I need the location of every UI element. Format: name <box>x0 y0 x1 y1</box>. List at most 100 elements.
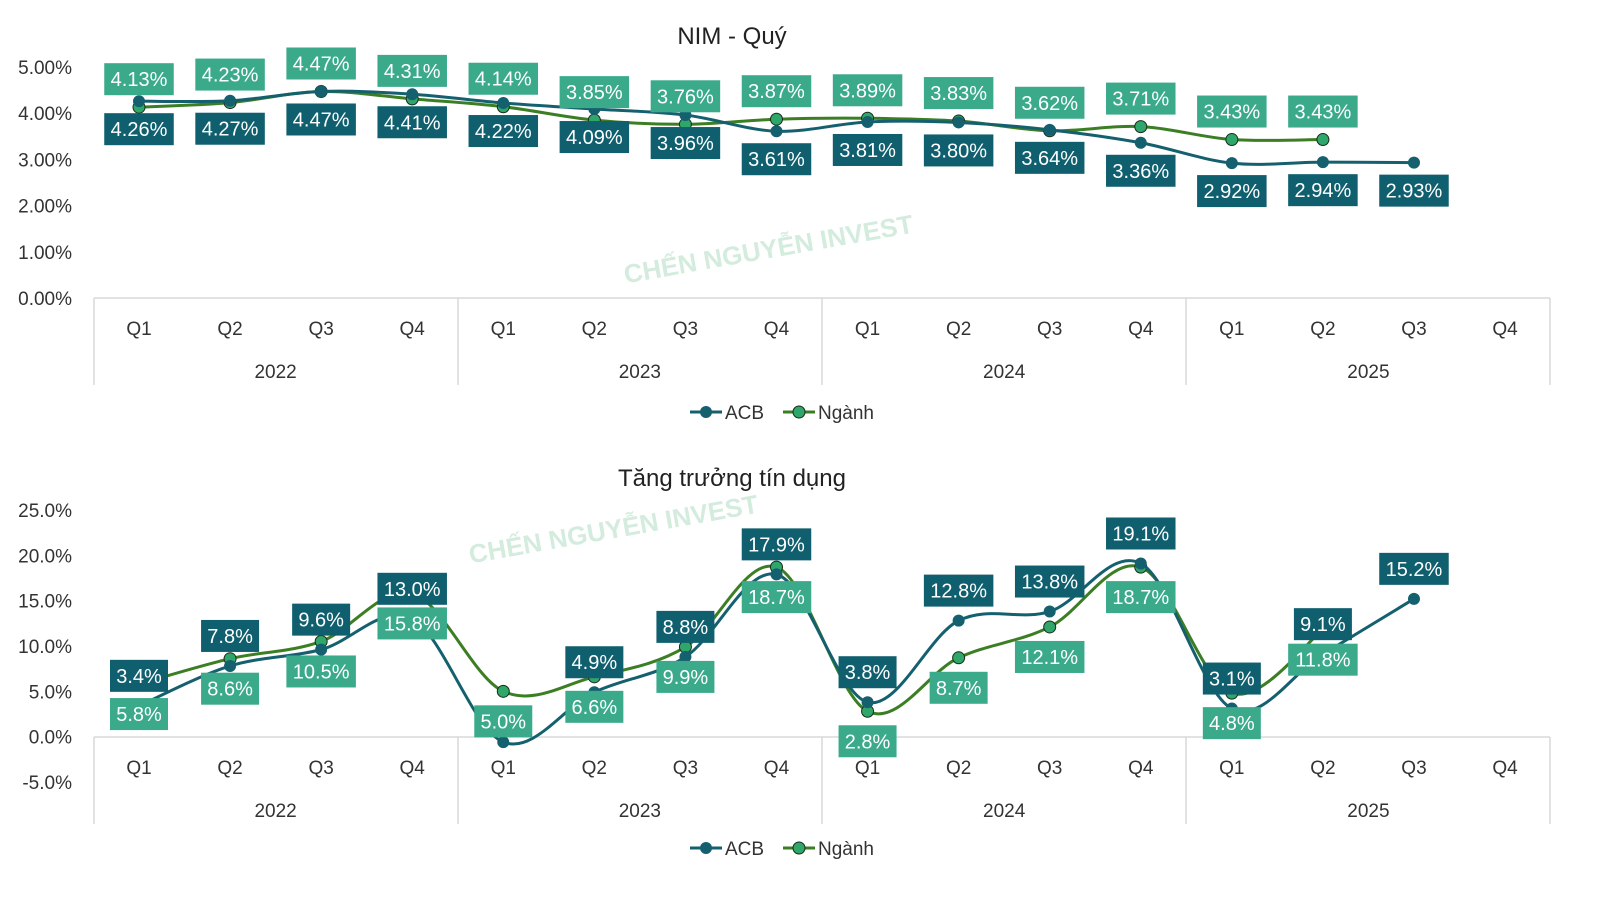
data-point-acb <box>406 88 419 101</box>
chart-1: CHẾN NGUYỄN INVEST NIM - Quý 5.00% 4.00% 3.0… <box>18 23 1551 424</box>
data-label-box <box>1106 517 1176 550</box>
x-tick-label: Q2 <box>217 758 242 779</box>
data-point-acb <box>861 115 874 128</box>
data-label: 13.8% <box>1021 572 1078 594</box>
year-group-label: 2024 <box>983 801 1026 822</box>
data-label-box <box>1106 82 1176 115</box>
data-label: 4.13% <box>111 69 168 91</box>
y-tick-label: 1.00% <box>18 243 72 264</box>
data-label: 3.81% <box>839 140 896 162</box>
data-label-box <box>832 74 903 107</box>
data-label-box <box>1288 174 1358 207</box>
data-label-box <box>650 127 721 160</box>
data-label-box <box>104 63 174 96</box>
data-label: 4.47% <box>293 53 350 75</box>
watermark: CHẾN NGUYỄN INVEST <box>466 489 760 569</box>
y-tick-label: 4.00% <box>18 104 72 125</box>
data-label-box <box>838 725 897 758</box>
data-label: 17.9% <box>748 534 805 556</box>
data-label: 3.1% <box>1209 669 1255 691</box>
x-tick-label: Q2 <box>946 758 971 779</box>
data-label-box <box>292 603 351 636</box>
data-point-acb <box>1043 123 1056 136</box>
data-label: 7.8% <box>207 626 253 648</box>
legend-label-acb: ACB <box>725 839 764 860</box>
data-point-acb <box>952 116 965 129</box>
y-tick-label: 0.00% <box>18 289 72 310</box>
data-label: 8.8% <box>663 617 709 639</box>
data-point-acb <box>952 614 965 627</box>
data-point-acb <box>497 736 510 749</box>
data-label: 2.94% <box>1295 180 1352 202</box>
data-label: 11.8% <box>1295 650 1350 672</box>
data-label: 9.6% <box>298 610 344 632</box>
legend: ACB Ngành <box>690 403 874 424</box>
data-label: 13.0% <box>384 579 441 601</box>
data-point-acb <box>770 568 783 581</box>
legend-label-nganh: Ngành <box>818 839 874 860</box>
x-tick-label: Q3 <box>673 758 698 779</box>
data-label: 3.8% <box>845 662 891 684</box>
data-label: 18.7% <box>1112 587 1169 609</box>
x-tick-label: Q1 <box>855 319 880 340</box>
data-label: 3.80% <box>930 140 987 162</box>
data-point-acb <box>1134 136 1147 149</box>
data-label-box <box>1202 707 1261 740</box>
data-label: 2.93% <box>1386 181 1443 203</box>
data-label: 3.76% <box>657 86 714 108</box>
data-label-box <box>656 610 715 643</box>
data-label: 3.62% <box>1021 93 1078 115</box>
data-label-box <box>1197 95 1267 128</box>
data-label-box <box>923 77 994 110</box>
x-tick-label: Q4 <box>1128 758 1154 779</box>
watermark: CHẾN NGUYỄN INVEST <box>621 209 915 289</box>
data-label-box <box>1379 174 1449 207</box>
data-point-acb <box>224 659 237 672</box>
data-label-box <box>1106 154 1176 187</box>
y-tick-label: -5.0% <box>22 773 72 794</box>
data-label-box <box>832 133 903 166</box>
data-point-nganh <box>1043 620 1057 634</box>
year-group-label: 2025 <box>1347 362 1389 383</box>
x-tick-label: Q1 <box>1219 758 1244 779</box>
y-tick-label: 20.0% <box>18 546 72 567</box>
data-label-box <box>474 705 533 738</box>
data-label: 3.43% <box>1203 102 1260 124</box>
data-label-box <box>468 62 539 95</box>
data-label-box <box>110 659 168 692</box>
legend-marker-nganh <box>792 405 806 419</box>
data-point-nganh <box>952 651 966 665</box>
data-label: 4.47% <box>293 109 350 131</box>
data-label: 3.85% <box>566 82 623 104</box>
legend-label-nganh: Ngành <box>818 403 874 424</box>
data-point-nganh <box>496 684 510 698</box>
data-label: 4.31% <box>384 61 441 83</box>
x-tick-label: Q2 <box>1310 758 1335 779</box>
x-tick-label: Q4 <box>1492 319 1518 340</box>
data-label: 4.26% <box>111 119 168 141</box>
x-tick-label: Q4 <box>1492 758 1518 779</box>
data-label: 6.6% <box>572 697 618 719</box>
data-label-box <box>377 572 447 605</box>
data-label-box <box>1014 141 1085 174</box>
data-label-box <box>923 134 994 167</box>
legend: ACB Ngành <box>690 839 874 860</box>
data-label-box <box>195 112 265 145</box>
data-point-nganh <box>1134 120 1148 134</box>
data-label: 3.4% <box>116 666 162 688</box>
data-label-box <box>741 75 812 108</box>
data-label-box <box>741 581 812 614</box>
chart-title: Tăng trưởng tín dụng <box>618 465 846 492</box>
data-label-box <box>565 646 624 679</box>
data-label-box <box>1293 608 1352 641</box>
data-label-box <box>1197 175 1267 208</box>
data-label: 4.27% <box>202 119 259 141</box>
data-label: 10.5% <box>293 661 350 683</box>
year-group-label: 2022 <box>254 362 296 383</box>
data-label: 3.89% <box>839 80 896 102</box>
x-tick-label: Q1 <box>1219 319 1244 340</box>
x-tick-label: Q4 <box>400 758 426 779</box>
x-tick-label: Q1 <box>491 758 516 779</box>
